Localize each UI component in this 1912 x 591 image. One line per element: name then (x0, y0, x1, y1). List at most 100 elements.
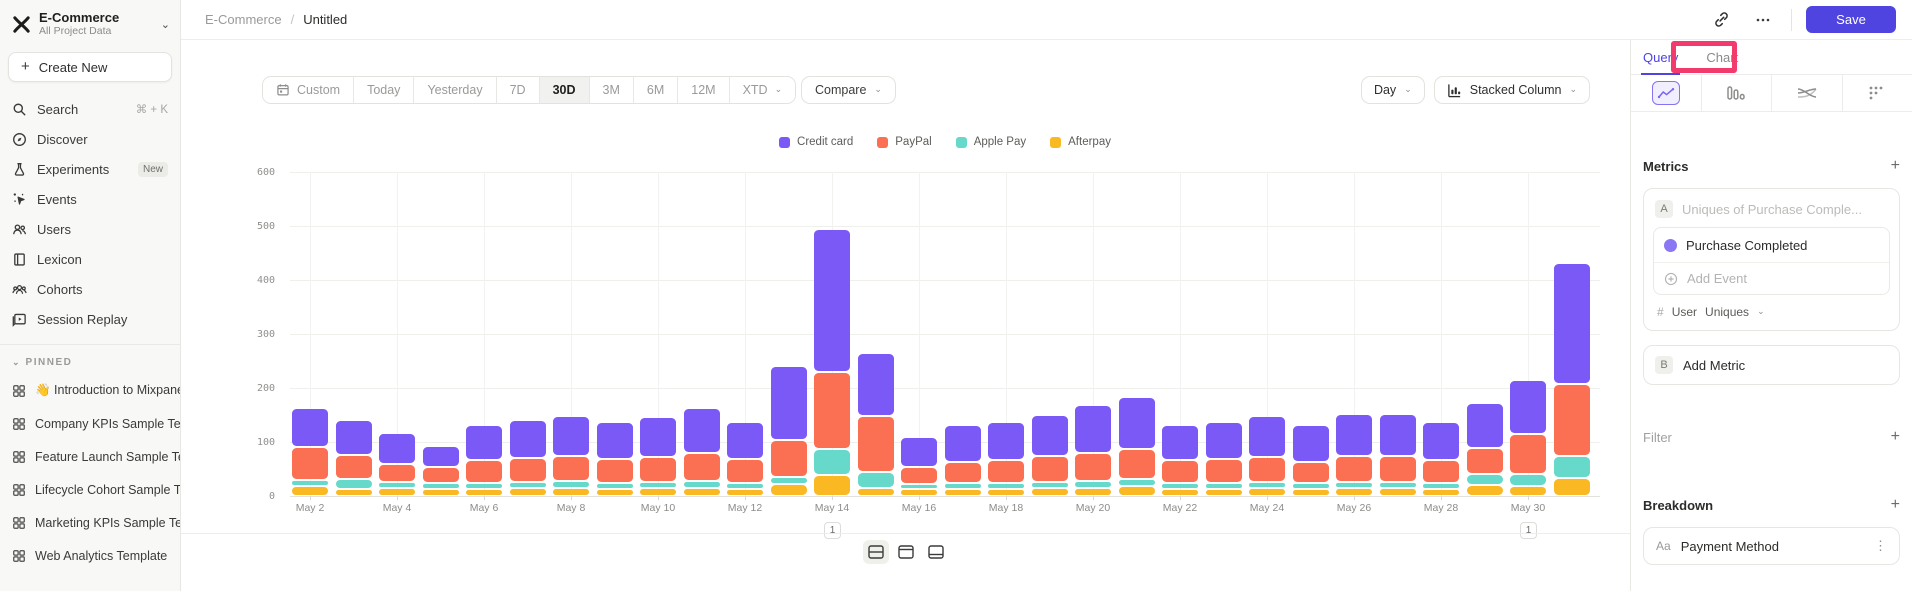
bar-may-17[interactable] (944, 426, 981, 495)
segment-credit-card[interactable] (988, 423, 1024, 459)
layout-top-bar-button[interactable] (893, 540, 919, 564)
segment-afterpay[interactable] (727, 490, 763, 495)
segment-paypal[interactable] (1031, 457, 1068, 481)
segment-apple-pay[interactable] (1249, 483, 1285, 487)
segment-credit-card[interactable] (1249, 417, 1285, 456)
segment-afterpay[interactable] (509, 489, 546, 495)
segment-paypal[interactable] (770, 441, 807, 476)
segment-credit-card[interactable] (292, 409, 328, 446)
segment-paypal[interactable] (1118, 450, 1155, 478)
segment-paypal[interactable] (1379, 457, 1416, 481)
segment-apple-pay[interactable] (944, 484, 981, 488)
segment-afterpay[interactable] (553, 489, 589, 495)
segment-credit-card[interactable] (1423, 423, 1459, 459)
segment-afterpay[interactable] (770, 485, 807, 495)
segment-credit-card[interactable] (1510, 381, 1546, 433)
segment-afterpay[interactable] (1031, 489, 1068, 495)
add-filter-plus-button[interactable]: + (1890, 428, 1900, 445)
segment-afterpay[interactable] (988, 490, 1024, 495)
pinned-item-intro-board[interactable]: 👋 Introduction to Mixpanel Bo (0, 374, 180, 407)
segment-credit-card[interactable] (466, 426, 502, 459)
segment-credit-card[interactable] (814, 230, 850, 371)
segment-apple-pay[interactable] (1553, 457, 1590, 477)
segment-apple-pay[interactable] (901, 485, 937, 488)
range-yesterday-button[interactable]: Yesterday (414, 77, 497, 103)
range-xtd-button[interactable]: XTD ⌄ (729, 77, 796, 103)
segment-paypal[interactable] (640, 458, 676, 481)
segment-credit-card[interactable] (770, 367, 807, 439)
segment-afterpay[interactable] (1510, 487, 1546, 495)
segment-afterpay[interactable] (1162, 490, 1198, 495)
segment-paypal[interactable] (901, 468, 937, 483)
bar-may-10[interactable] (640, 418, 676, 495)
segment-afterpay[interactable] (1292, 490, 1329, 495)
add-event-button[interactable]: Add Event (1654, 262, 1889, 294)
breakdown-payment-method[interactable]: Aa Payment Method ⋮ (1643, 527, 1900, 565)
range-3m-button[interactable]: 3M (589, 77, 634, 103)
pinned-item-lifecycle-cohort[interactable]: Lifecycle Cohort Sample Temp (0, 473, 180, 506)
segment-apple-pay[interactable] (770, 478, 807, 483)
legend-item-afterpay[interactable]: Afterpay (1050, 136, 1111, 148)
segment-paypal[interactable] (814, 373, 850, 448)
pinned-section-toggle[interactable]: ⌄ PINNED (12, 357, 73, 368)
range-12m-button[interactable]: 12M (678, 77, 730, 103)
segment-paypal[interactable] (1075, 454, 1111, 480)
segment-paypal[interactable] (1205, 460, 1242, 482)
segment-credit-card[interactable] (379, 434, 415, 463)
annotation-badge[interactable]: 1 (824, 522, 841, 539)
report-type-funnels-tab[interactable] (1702, 75, 1772, 111)
segment-credit-card[interactable] (422, 447, 459, 466)
segment-apple-pay[interactable] (1031, 483, 1068, 487)
segment-paypal[interactable] (596, 460, 633, 482)
bar-may-21[interactable] (1118, 398, 1155, 495)
layout-bottom-bar-button[interactable] (923, 540, 949, 564)
segment-credit-card[interactable] (640, 418, 676, 456)
bar-may-2[interactable] (292, 409, 328, 495)
segment-paypal[interactable] (1292, 463, 1329, 482)
segment-paypal[interactable] (292, 448, 328, 479)
copy-link-button[interactable] (1707, 6, 1735, 34)
segment-paypal[interactable] (379, 465, 415, 481)
segment-afterpay[interactable] (814, 476, 850, 495)
segment-afterpay[interactable] (466, 490, 502, 495)
bar-may-27[interactable] (1379, 415, 1416, 495)
range-today-button[interactable]: Today (354, 77, 415, 103)
sidebar-item-session-replay[interactable]: Session Replay (0, 304, 180, 334)
segment-credit-card[interactable] (1466, 404, 1503, 447)
segment-apple-pay[interactable] (379, 483, 415, 487)
create-new-button[interactable]: + Create New (8, 52, 172, 82)
segment-apple-pay[interactable] (1379, 483, 1416, 487)
bar-may-31[interactable] (1553, 264, 1590, 495)
segment-apple-pay[interactable] (1118, 480, 1155, 485)
range-30d-button[interactable]: 30D (539, 77, 590, 103)
project-switcher[interactable]: E-Commerce All Project Data ⌄ (0, 0, 180, 46)
sidebar-item-experiments[interactable]: Experiments New (0, 154, 180, 184)
segment-apple-pay[interactable] (1162, 484, 1198, 488)
sidebar-item-discover[interactable]: Discover (0, 124, 180, 154)
segment-credit-card[interactable] (1379, 415, 1416, 455)
segment-afterpay[interactable] (1379, 489, 1416, 495)
granularity-dropdown[interactable]: Day ⌄ (1360, 76, 1425, 104)
pinned-item-marketing-kpis[interactable]: Marketing KPIs Sample Templat (0, 506, 180, 539)
tab-chart[interactable]: Chart (1706, 49, 1739, 65)
segment-apple-pay[interactable] (857, 473, 894, 487)
segment-afterpay[interactable] (596, 490, 633, 495)
segment-afterpay[interactable] (1423, 490, 1459, 495)
aggregation-selector[interactable]: # User Uniques ⌄ (1653, 295, 1890, 321)
segment-apple-pay[interactable] (553, 482, 589, 487)
segment-afterpay[interactable] (292, 487, 328, 495)
bar-may-28[interactable] (1423, 423, 1459, 495)
segment-apple-pay[interactable] (640, 483, 676, 487)
bar-may-19[interactable] (1031, 416, 1068, 495)
segment-credit-card[interactable] (1075, 406, 1111, 452)
report-type-retention-tab[interactable] (1843, 75, 1912, 111)
sidebar-item-cohorts[interactable]: Cohorts (0, 274, 180, 304)
segment-afterpay[interactable] (1205, 490, 1242, 495)
bar-may-7[interactable] (509, 421, 546, 495)
bar-may-12[interactable] (727, 423, 763, 495)
bar-may-13[interactable] (770, 367, 807, 495)
bar-may-25[interactable] (1292, 426, 1329, 495)
segment-credit-card[interactable] (1205, 423, 1242, 458)
segment-afterpay[interactable] (379, 489, 415, 495)
segment-apple-pay[interactable] (466, 484, 502, 488)
